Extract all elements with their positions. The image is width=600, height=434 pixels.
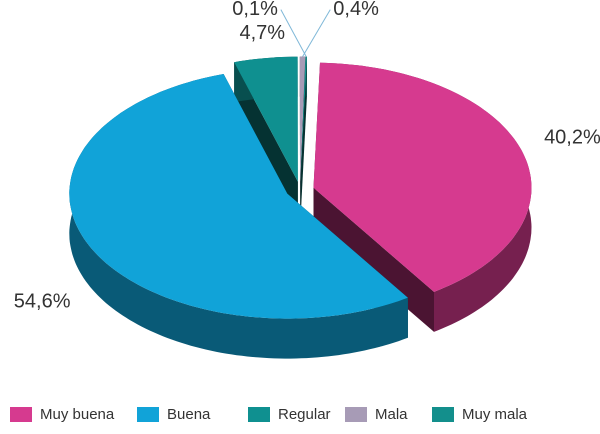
value-label: 0,4%: [333, 0, 379, 20]
slice-wall: [300, 56, 307, 222]
legend-swatch: [432, 407, 454, 422]
slice: [300, 56, 307, 182]
legend-label: Muy mala: [462, 406, 528, 423]
leader-line: [302, 9, 331, 57]
legend-swatch: [248, 407, 270, 422]
legend-label: Muy buena: [40, 406, 115, 423]
slice: [299, 56, 306, 182]
slice: [234, 56, 298, 182]
slice-wall: [234, 62, 298, 222]
value-label: 40,2%: [544, 126, 600, 148]
leader-line: [280, 9, 307, 57]
value-label: 0,1%: [232, 0, 278, 20]
value-label: 4,7%: [240, 22, 286, 44]
legend-label: Mala: [375, 406, 408, 423]
pie: [69, 56, 532, 359]
legend-swatch: [10, 407, 32, 422]
slice-side: [69, 74, 408, 359]
legend-label: Buena: [167, 406, 211, 423]
legend-swatch: [345, 407, 367, 422]
slice: [69, 74, 408, 319]
slice: [313, 62, 532, 292]
legend-label: Regular: [278, 406, 331, 423]
legend-swatch: [137, 407, 159, 422]
value-label: 54,6%: [14, 291, 71, 313]
